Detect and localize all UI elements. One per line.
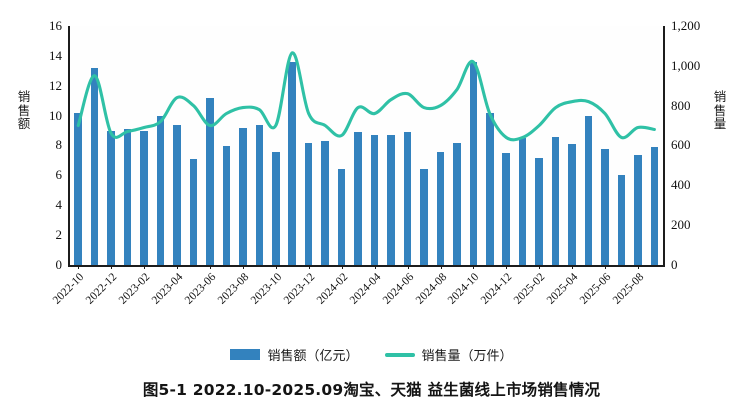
bar	[584, 115, 593, 265]
bar	[74, 112, 82, 265]
x-tick-mark	[407, 265, 409, 269]
bar	[90, 68, 99, 265]
y-axis-right-title: 销售量	[713, 89, 727, 131]
bar	[321, 141, 329, 265]
bar	[420, 169, 428, 265]
bar	[222, 145, 231, 265]
x-tick-mark	[210, 265, 212, 269]
bar	[304, 142, 313, 265]
bar	[617, 175, 626, 265]
bar	[123, 129, 132, 265]
x-tick-mark	[605, 265, 607, 269]
x-tick-mark	[144, 265, 146, 269]
x-tick-mark	[440, 265, 442, 269]
x-axis-ticks: 2022-10 2022-12 2023-02 2023-04 2023-06 2023-…	[51, 265, 665, 339]
y-tick-right: 600	[671, 137, 691, 153]
x-tick-mark	[308, 265, 310, 269]
legend-item[interactable]: 销售量（万件）	[384, 345, 513, 364]
x-tick-mark	[539, 265, 541, 269]
x-tick-mark	[506, 265, 508, 269]
y-tick-right: 400	[671, 177, 691, 193]
bar	[206, 97, 214, 265]
bar	[288, 62, 296, 265]
bar	[173, 124, 181, 265]
bar	[650, 147, 659, 265]
y-tick-left: 12	[49, 77, 62, 93]
x-tick-mark	[177, 265, 179, 269]
bar	[156, 115, 165, 265]
y-tick-left: 10	[49, 107, 62, 123]
legend-bar-swatch-icon	[230, 349, 261, 360]
x-tick-mark	[111, 265, 113, 269]
bar	[535, 157, 543, 265]
x-tick-mark	[243, 265, 245, 269]
x-tick-mark	[572, 265, 574, 269]
legend-label: 销售额（亿元）	[267, 349, 359, 364]
y-tick-right: 0	[671, 256, 678, 272]
y-tick-right: 800	[671, 97, 691, 113]
x-tick-mark	[374, 265, 376, 269]
x-tick-mark	[275, 265, 277, 269]
x-tick-mark	[78, 265, 80, 269]
bar	[502, 153, 510, 265]
bar	[453, 142, 461, 265]
bar	[337, 169, 346, 265]
bar	[485, 112, 494, 265]
x-tick-mark	[638, 265, 640, 269]
bar	[189, 159, 198, 265]
chart-legend: 销售额（亿元） 销售量（万件）	[0, 345, 743, 364]
bar	[518, 138, 527, 265]
y-tick-left: 14	[49, 47, 62, 63]
chart-title: 图5-1 2022.10-2025.09淘宝、天猫 益生菌线上市场销售情况	[142, 381, 601, 399]
line-path	[76, 51, 656, 142]
y-tick-left: 6	[55, 167, 63, 183]
y-tick-left: 4	[55, 197, 63, 213]
plot-inner	[70, 26, 663, 265]
y-tick-left: 16	[49, 18, 62, 33]
x-tick-mark	[473, 265, 475, 269]
legend-label: 销售量（万件）	[421, 349, 513, 364]
y-axis-left-title: 销售额	[17, 89, 31, 131]
bar	[239, 127, 247, 265]
x-tick-mark	[341, 265, 343, 269]
bar	[436, 151, 445, 265]
y-tick-left: 2	[55, 226, 63, 242]
y-tick-right: 1,000	[671, 57, 701, 73]
legend-item[interactable]: 销售额（亿元）	[230, 345, 359, 364]
bar	[601, 148, 609, 265]
y-axis-left-ticks: 16 14 12 10 8 6 4 2 0	[20, 18, 63, 272]
bar	[107, 130, 115, 265]
bar	[387, 135, 395, 265]
bar	[140, 130, 148, 265]
y-axis-right-ticks: 1,200 1,000 800 600 400 200 0	[671, 18, 719, 272]
y-tick-left: 0	[55, 256, 63, 272]
bar	[255, 124, 264, 265]
plot-area	[68, 26, 665, 267]
bar	[551, 136, 560, 265]
y-tick-right: 200	[671, 217, 691, 232]
bar	[403, 132, 412, 265]
y-tick-left: 8	[55, 137, 63, 153]
bar	[370, 135, 379, 265]
bar	[469, 62, 478, 265]
bar	[271, 151, 280, 265]
bar	[568, 144, 576, 265]
y-tick-right: 1,200	[671, 18, 701, 33]
line-series	[76, 51, 656, 142]
bar	[634, 154, 642, 265]
legend-line-swatch-icon	[384, 352, 415, 357]
bar	[354, 132, 362, 265]
